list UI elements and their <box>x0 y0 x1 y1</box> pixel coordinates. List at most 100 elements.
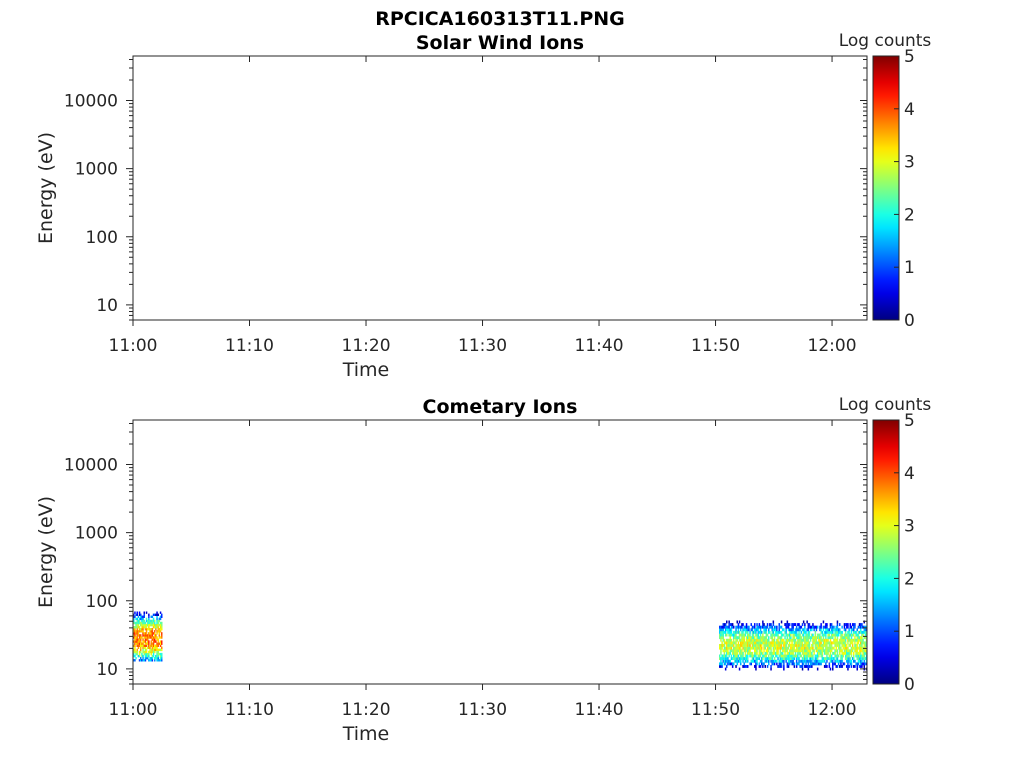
spectrogram-cell <box>141 621 143 625</box>
spectrogram-cell <box>800 646 803 650</box>
spectrogram-cell <box>856 641 858 645</box>
spectrogram-cell <box>141 628 143 631</box>
spectrogram-cell <box>850 628 853 632</box>
spectrogram-cell <box>850 641 853 645</box>
spectrogram-cell <box>790 628 792 632</box>
spectrogram-cell <box>729 662 731 666</box>
spectrogram-cell <box>849 657 851 660</box>
spectrogram-cell <box>743 665 745 668</box>
x-tick-label: 11:40 <box>575 336 624 356</box>
spectrogram-cell <box>807 630 810 634</box>
spectrogram-cell <box>812 649 814 653</box>
spectrogram-cell <box>809 636 812 640</box>
spectrogram-cell <box>864 651 867 655</box>
spectrogram-cell <box>771 662 773 666</box>
spectrogram-cell <box>860 659 862 663</box>
spectrogram-cell <box>808 633 811 637</box>
spectrogram-cell <box>154 619 156 623</box>
spectrogram-cell <box>835 641 837 645</box>
spectrogram-cell <box>152 648 155 652</box>
spectrogram-cell <box>772 641 775 645</box>
spectrogram-cell <box>742 665 744 668</box>
spectrogram-cell <box>861 662 863 666</box>
spectrogram-cell <box>808 654 811 658</box>
spectrogram-cell <box>809 649 812 653</box>
spectrogram-cell <box>740 649 742 653</box>
spectrogram-cell <box>801 646 804 650</box>
spectrogram-cell <box>801 649 804 653</box>
spectrogram-cell <box>836 633 839 637</box>
spectrogram-cell <box>835 630 837 634</box>
spectrogram-cell <box>145 642 148 645</box>
spectrogram-cell <box>736 646 738 650</box>
spectrogram-cell <box>741 633 743 637</box>
spectrogram-cell <box>148 652 150 656</box>
spectrogram-cell <box>778 654 780 658</box>
spectrogram-cell <box>853 646 855 650</box>
spectrogram-cell <box>813 659 815 663</box>
spectrogram-cell <box>758 662 761 666</box>
spectrogram-cell <box>792 644 794 647</box>
spectrogram-cell <box>850 662 853 666</box>
spectrogram-cell <box>827 636 829 640</box>
spectrogram-cell <box>147 621 149 625</box>
spectrogram-cell <box>751 646 754 650</box>
spectrogram-cell <box>787 651 790 655</box>
spectrogram-cell <box>134 636 136 639</box>
spectrogram-cell <box>136 623 138 627</box>
spectrogram-cell <box>142 626 144 629</box>
spectrogram-cell <box>137 642 140 645</box>
spectrogram-cell <box>862 657 864 660</box>
spectrogram-cell <box>150 652 152 656</box>
spectrogram-cell <box>738 644 741 647</box>
spectrogram-cell <box>863 649 865 653</box>
spectrogram-cell <box>802 638 805 642</box>
spectrogram-cell <box>858 638 861 642</box>
spectrogram-cell <box>851 633 854 637</box>
spectrogram-cell <box>808 636 811 640</box>
spectrogram-cell <box>830 654 833 658</box>
spectrogram-cell <box>140 617 142 621</box>
spectrogram-cell <box>724 641 727 645</box>
spectrogram-cell <box>823 630 826 634</box>
spectrogram-cell <box>777 651 779 655</box>
spectrogram-cell <box>778 625 780 629</box>
spectrogram-cell <box>136 611 138 614</box>
spectrogram-cell <box>788 662 791 666</box>
spectrogram-cell <box>135 657 137 660</box>
spectrogram-cell <box>808 665 811 668</box>
spectrogram-cell <box>858 659 861 663</box>
spectrogram-cell <box>812 644 814 647</box>
spectrogram-cell <box>807 654 810 658</box>
spectrogram-cell <box>145 638 148 641</box>
spectrogram-cell <box>834 641 836 645</box>
spectrogram-cell <box>836 665 839 668</box>
spectrogram-cell <box>809 651 812 655</box>
spectrogram-cell <box>819 625 821 629</box>
spectrogram-cell <box>142 640 144 643</box>
spectrogram-cell <box>144 657 147 660</box>
spectrogram-cell <box>744 654 747 658</box>
spectrogram-cell <box>735 646 737 650</box>
spectrogram-cell <box>797 633 799 637</box>
spectrogram-cell <box>148 615 150 618</box>
spectrogram-cell <box>765 638 768 642</box>
spectrogram-cell <box>802 646 805 650</box>
spectrogram-cell <box>851 649 854 653</box>
spectrogram-cell <box>814 662 817 666</box>
spectrogram-cell <box>822 628 825 632</box>
spectrogram-cell <box>823 649 826 653</box>
spectrogram-cell <box>822 659 825 663</box>
spectrogram-cell <box>791 651 793 655</box>
spectrogram-cell <box>811 657 813 660</box>
spectrogram-cell <box>731 657 734 660</box>
y-tick-label: 100 <box>86 228 118 248</box>
spectrogram-cell <box>801 623 804 626</box>
spectrogram-cell <box>787 623 790 626</box>
spectrogram-cell <box>142 623 144 627</box>
spectrogram-cell <box>829 649 832 653</box>
spectrogram-cell <box>848 644 850 647</box>
colorbar <box>872 55 900 321</box>
spectrogram-cell <box>848 657 850 660</box>
spectrogram-cell <box>158 652 161 656</box>
